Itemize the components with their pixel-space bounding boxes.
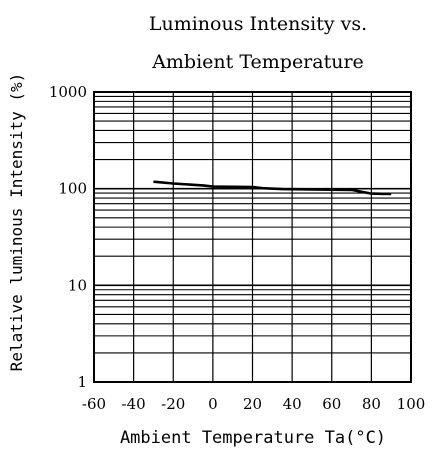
y-tick-label: 1000 bbox=[49, 83, 87, 101]
chart-title-line-2: Ambient Temperature bbox=[151, 51, 364, 73]
x-tick-label: 20 bbox=[243, 395, 262, 413]
series-line bbox=[153, 180, 392, 196]
chart-title: Luminous Intensity vs. Ambient Temperatu… bbox=[149, 13, 367, 73]
grid bbox=[94, 92, 411, 382]
x-tick-label: -20 bbox=[161, 395, 185, 413]
x-tick-label: 100 bbox=[397, 395, 426, 413]
x-tick-labels: -60 -40 -20 0 20 40 60 80 100 bbox=[82, 395, 425, 413]
y-tick-label: 10 bbox=[68, 276, 87, 294]
y-axis-label: Relative luminous Intensity (%) bbox=[7, 73, 26, 372]
plot-frame bbox=[93, 91, 412, 383]
chart-title-line-1: Luminous Intensity vs. bbox=[149, 13, 367, 35]
x-tick-label: 60 bbox=[322, 395, 341, 413]
x-tick-label: -40 bbox=[122, 395, 146, 413]
y-tick-label: 1 bbox=[77, 373, 87, 391]
y-tick-label: 100 bbox=[58, 180, 87, 198]
y-tick-labels: 1 10 100 1000 bbox=[49, 83, 87, 391]
x-axis-label: Ambient Temperature Ta(°C) bbox=[120, 428, 386, 448]
data-series bbox=[153, 180, 392, 196]
x-tick-label: -60 bbox=[82, 395, 106, 413]
x-tick-label: 0 bbox=[208, 395, 218, 413]
x-tick-label: 40 bbox=[283, 395, 302, 413]
x-tick-label: 80 bbox=[362, 395, 381, 413]
